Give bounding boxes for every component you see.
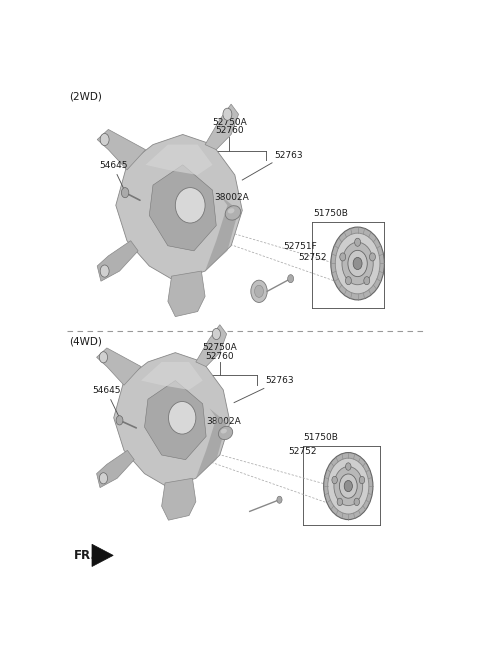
Circle shape xyxy=(331,227,384,300)
Polygon shape xyxy=(196,325,227,367)
Circle shape xyxy=(212,328,220,340)
Polygon shape xyxy=(145,145,213,175)
Circle shape xyxy=(116,416,123,425)
Circle shape xyxy=(359,476,365,484)
Polygon shape xyxy=(116,135,242,281)
Circle shape xyxy=(346,463,351,470)
Text: 52760: 52760 xyxy=(215,127,243,135)
Circle shape xyxy=(324,453,373,520)
Circle shape xyxy=(340,253,346,261)
Text: 51750B: 51750B xyxy=(313,209,348,218)
Circle shape xyxy=(346,277,351,284)
Text: 52751F: 52751F xyxy=(283,242,317,251)
Circle shape xyxy=(223,108,232,120)
Text: 52750A: 52750A xyxy=(212,118,247,127)
Ellipse shape xyxy=(175,188,205,223)
Circle shape xyxy=(364,277,370,284)
Polygon shape xyxy=(96,348,141,385)
Ellipse shape xyxy=(228,208,234,214)
Circle shape xyxy=(370,253,375,261)
Polygon shape xyxy=(92,544,113,566)
Circle shape xyxy=(99,472,108,484)
Text: FR.: FR. xyxy=(74,549,96,562)
Text: 54645: 54645 xyxy=(99,161,128,170)
Text: (4WD): (4WD) xyxy=(69,337,102,347)
Circle shape xyxy=(251,280,267,302)
Text: 54645: 54645 xyxy=(93,386,121,395)
Text: (2WD): (2WD) xyxy=(69,91,102,101)
Circle shape xyxy=(100,265,109,277)
Circle shape xyxy=(339,474,357,498)
Ellipse shape xyxy=(225,206,241,220)
Polygon shape xyxy=(97,129,145,170)
Circle shape xyxy=(288,275,294,283)
Circle shape xyxy=(328,458,369,514)
Circle shape xyxy=(353,258,362,269)
Circle shape xyxy=(344,480,352,491)
Ellipse shape xyxy=(168,401,196,434)
Text: 52763: 52763 xyxy=(274,151,302,160)
Circle shape xyxy=(355,238,360,246)
Ellipse shape xyxy=(221,429,227,434)
Polygon shape xyxy=(149,165,216,251)
Circle shape xyxy=(332,476,337,484)
Text: 52763: 52763 xyxy=(266,376,294,386)
Circle shape xyxy=(99,351,108,363)
Circle shape xyxy=(337,498,343,506)
Ellipse shape xyxy=(218,426,233,440)
Polygon shape xyxy=(141,362,203,390)
Polygon shape xyxy=(114,353,230,487)
Text: 52752: 52752 xyxy=(298,253,326,262)
Circle shape xyxy=(277,496,282,503)
Polygon shape xyxy=(196,409,227,478)
Circle shape xyxy=(100,133,109,146)
Text: 38002A: 38002A xyxy=(215,193,249,202)
Text: 51750B: 51750B xyxy=(304,433,338,442)
Circle shape xyxy=(334,466,363,506)
Text: 52752: 52752 xyxy=(288,447,316,456)
Polygon shape xyxy=(97,240,138,281)
Circle shape xyxy=(335,233,380,294)
Circle shape xyxy=(342,242,373,284)
Polygon shape xyxy=(205,104,239,150)
Polygon shape xyxy=(162,478,196,520)
Polygon shape xyxy=(96,450,134,487)
Text: 52760: 52760 xyxy=(205,351,234,361)
Polygon shape xyxy=(168,271,205,317)
Circle shape xyxy=(354,498,360,506)
Polygon shape xyxy=(144,380,206,460)
Text: 52750A: 52750A xyxy=(203,343,237,352)
Polygon shape xyxy=(205,195,239,271)
Text: 38002A: 38002A xyxy=(206,417,241,426)
Circle shape xyxy=(254,285,264,298)
Circle shape xyxy=(348,250,367,277)
Circle shape xyxy=(121,188,129,198)
